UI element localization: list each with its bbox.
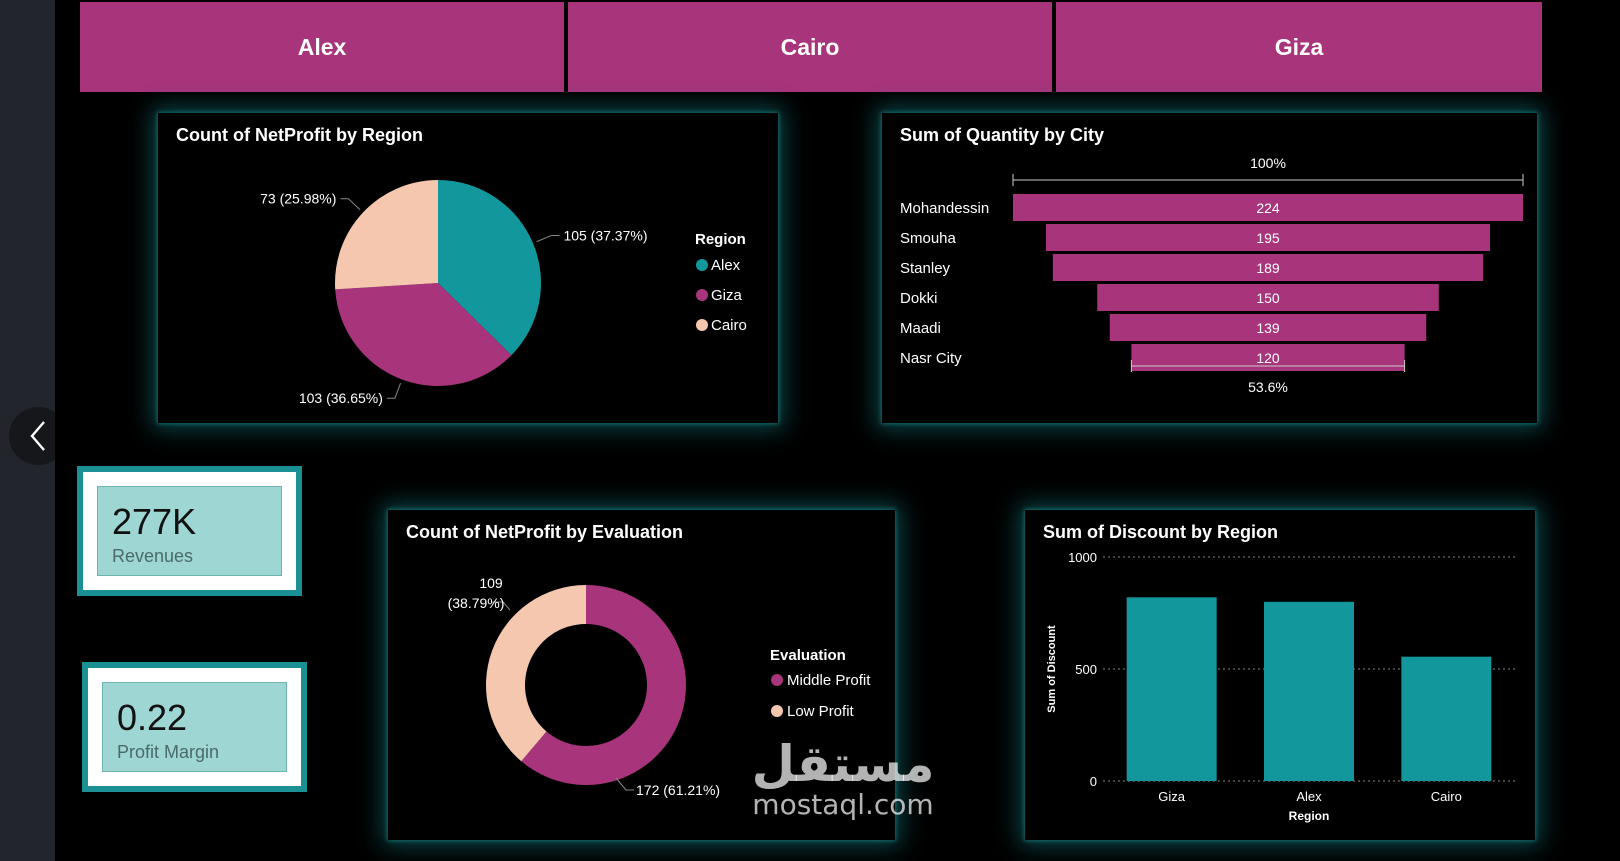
bar-ytick-500: 500 [1075, 662, 1097, 677]
funnel-value-stanley: 189 [1256, 260, 1280, 276]
donut-legend-marker-low-profit [771, 705, 783, 717]
bar-ytick-0: 0 [1090, 774, 1097, 789]
donut-leader-low-profit [492, 601, 511, 611]
revenues-card-body: 277K Revenues [97, 486, 282, 576]
watermark: مستقل mostaql.com [743, 738, 943, 820]
pie-leader-cairo [340, 198, 361, 211]
funnel-bar-smouha [1046, 224, 1490, 251]
slicer-alex[interactable]: Alex [80, 2, 564, 92]
pie-slice-cairo [335, 180, 438, 290]
pie-leader-alex [536, 234, 560, 243]
funnel-bottom-label: 53.6% [1248, 379, 1288, 395]
pie-legend-title: Region [695, 231, 746, 248]
pie-slice-giza [335, 283, 512, 386]
pie-slice-alex [438, 180, 541, 356]
funnel-category-stanley: Stanley [900, 260, 951, 277]
watermark-arabic: مستقل [751, 735, 935, 793]
pie-legend-marker-cairo [696, 319, 708, 331]
city-funnel-panel[interactable]: Sum of Quantity by City 100% Mohandessin 2… [882, 113, 1537, 423]
pie-legend-marker-alex [696, 259, 708, 271]
bar-alex [1264, 601, 1354, 781]
bar-xtick-alex: Alex [1296, 789, 1322, 804]
city-funnel-title: Sum of Quantity by City [900, 125, 1105, 145]
profit-margin-card[interactable]: 0.22 Profit Margin [82, 662, 307, 792]
evaluation-donut-title: Count of NetProfit by Evaluation [406, 522, 683, 542]
donut-label-low-profit-pct: (38.79%) [448, 595, 505, 611]
bar-xtick-giza: Giza [1158, 789, 1186, 804]
profit-margin-card-body: 0.22 Profit Margin [102, 682, 287, 772]
funnel-value-nasr-city: 120 [1256, 350, 1280, 366]
region-pie-title: Count of NetProfit by Region [176, 125, 423, 145]
discount-bar-title: Sum of Discount by Region [1043, 522, 1279, 542]
donut-legend-marker-middle-profit [771, 674, 783, 686]
region-pie-panel[interactable]: Count of NetProfit by Region 105 (37.37%… [158, 113, 778, 423]
revenues-value: 277K [112, 501, 197, 542]
funnel-bar-maadi [1109, 314, 1427, 341]
donut-slice-low-profit [486, 585, 586, 762]
funnel-value-smouha: 195 [1256, 230, 1280, 246]
funnel-value-dokki: 150 [1256, 290, 1280, 306]
revenues-label: Revenues [112, 546, 194, 566]
donut-label-low-profit-count: 109 [479, 575, 503, 591]
funnel-top-label: 100% [1250, 155, 1286, 171]
funnel-bar-mohandessin [1013, 194, 1523, 221]
donut-legend-title: Evaluation [770, 647, 846, 664]
funnel-category-nasr-city: Nasr City [900, 350, 962, 367]
profit-margin-value: 0.22 [117, 697, 188, 738]
bar-cairo [1401, 656, 1492, 781]
discount-bar-chart: 0 500 1000 Giza Alex Cairo Region Sum of Discou… [1046, 550, 1515, 823]
donut-legend-middle-profit: Middle Profit [787, 672, 871, 689]
pie-leader-giza [386, 383, 401, 399]
donut-label-middle-profit: 172 (61.21%) [636, 782, 720, 798]
bar-giza [1126, 597, 1217, 781]
funnel-category-mohandessin: Mohandessin [900, 200, 989, 217]
evaluation-donut-panel[interactable]: Count of NetProfit by Evaluation 172 (61… [388, 510, 895, 840]
bar-ytick-1000: 1000 [1068, 550, 1097, 565]
donut-leader-middle-profit [615, 777, 634, 791]
bar-xtick-cairo: Cairo [1431, 789, 1462, 804]
bar-xlabel: Region [1289, 809, 1330, 823]
region-pie-chart: 105 (37.37%) 103 (36.65%) 73 (25.98%) Regio… [260, 180, 747, 406]
funnel-value-mohandessin: 224 [1256, 200, 1280, 216]
pie-label-giza: 103 (36.65%) [299, 390, 383, 406]
funnel-bar-stanley [1052, 254, 1484, 281]
funnel-category-smouha: Smouha [900, 230, 957, 247]
donut-slice-middle-profit [521, 585, 686, 785]
pie-label-alex: 105 (37.37%) [563, 227, 647, 243]
revenues-card[interactable]: 277K Revenues [77, 466, 302, 596]
chevron-left-icon [30, 421, 45, 451]
pie-legend-giza: Giza [711, 287, 743, 304]
report-canvas: Alex Cairo Giza Count of NetProfit by Re… [55, 0, 1620, 861]
pie-legend-marker-giza [696, 289, 708, 301]
funnel-value-maadi: 139 [1256, 320, 1280, 336]
funnel-category-dokki: Dokki [900, 290, 938, 307]
slicer-cairo[interactable]: Cairo [568, 2, 1052, 92]
city-funnel-chart: 100% Mohandessin 224 Smouha 195 Stanley 189 Dok… [900, 155, 1524, 395]
slicer-giza[interactable]: Giza [1056, 2, 1542, 92]
discount-bar-panel[interactable]: Sum of Discount by Region 0 500 1000 Giza Al… [1025, 510, 1535, 840]
pie-label-cairo: 73 (25.98%) [260, 191, 336, 207]
profit-margin-label: Profit Margin [117, 742, 220, 762]
bar-ylabel: Sum of Discount [1046, 625, 1058, 713]
funnel-category-maadi: Maadi [900, 320, 941, 337]
pie-legend-cairo: Cairo [711, 317, 747, 334]
funnel-bar-dokki [1097, 284, 1439, 311]
donut-legend-low-profit: Low Profit [787, 703, 855, 720]
pie-legend-alex: Alex [711, 257, 741, 274]
watermark-latin: mostaql.com [752, 788, 934, 821]
evaluation-donut-chart: 172 (61.21%) 109 (38.79%) Evaluation Middle … [448, 575, 872, 798]
